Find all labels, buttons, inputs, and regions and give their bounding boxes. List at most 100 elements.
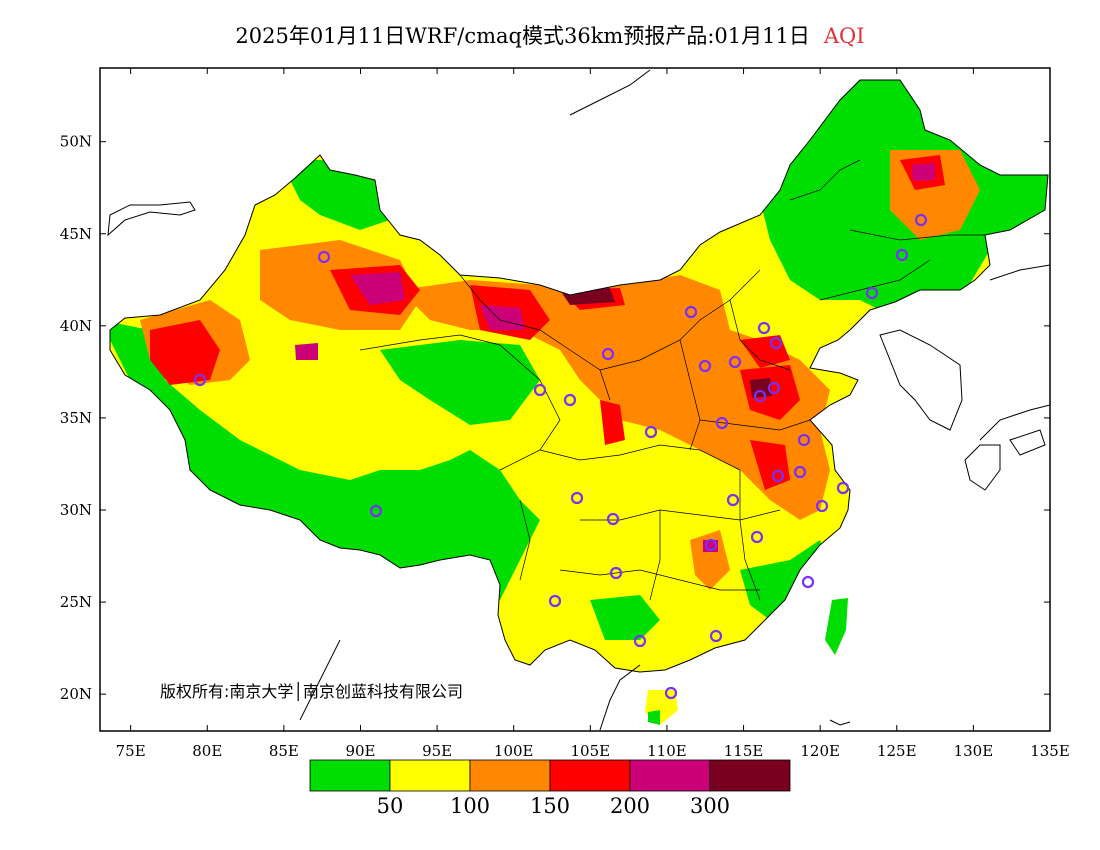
neighbour-coastlines — [107, 69, 1050, 731]
legend-swatch — [469, 759, 551, 792]
aqi-zone-anhui-red — [750, 440, 790, 490]
map-title: 2025年01月11日WRF/cmaq模式36km预报产品:01月11日 AQI — [0, 20, 1100, 50]
vietnam-coast — [599, 664, 641, 731]
station-marker — [757, 321, 771, 335]
aqi-zone-qinghai-green — [380, 340, 540, 425]
x-tick-label: 130E — [954, 742, 994, 760]
station-markers — [193, 213, 928, 700]
x-axis: 75E 80E 85E 90E 95E 100E 105E 110E 115E 120E 125E 1… — [116, 68, 1070, 760]
station-marker — [698, 359, 712, 373]
station-marker — [664, 686, 678, 700]
russia-coast — [989, 264, 1050, 281]
station-marker — [533, 383, 547, 397]
station-marker — [726, 493, 740, 507]
aqi-zone-west-green — [110, 320, 540, 600]
station-marker — [753, 389, 767, 403]
legend-label: 50 — [377, 794, 404, 818]
x-tick-label: 105E — [571, 742, 611, 760]
legend-label: 200 — [610, 794, 650, 818]
boundary-hebei — [729, 299, 791, 371]
legend-swatch — [709, 759, 791, 792]
legend-label: 300 — [690, 794, 730, 818]
title-variable: AQI — [823, 24, 865, 48]
boundary-guizhou-hunan — [649, 510, 661, 601]
y-tick-label: 30N — [60, 501, 92, 519]
station-marker — [801, 575, 815, 589]
aqi-zone-urumqi-magenta — [350, 272, 405, 305]
station-marker — [728, 355, 742, 369]
japan-shikoku — [1009, 429, 1046, 456]
x-tick-label: 80E — [192, 742, 222, 760]
aqi-zone-korla-magenta — [295, 343, 318, 360]
luzon-coast — [829, 719, 851, 726]
y-tick-label: 20N — [60, 685, 92, 703]
station-marker — [633, 634, 647, 648]
lake-balkhash — [107, 201, 196, 237]
aqi-zone-guanzhong-red — [600, 400, 625, 445]
japan-honshu — [979, 404, 1050, 441]
lake-baikal — [569, 69, 651, 116]
boundary-yangtze — [580, 509, 781, 521]
station-marker — [704, 538, 718, 552]
station-marker — [865, 286, 879, 300]
boundary-liaoning — [819, 259, 931, 301]
aqi-zone-harbin-magenta — [912, 163, 935, 181]
station-marker — [715, 416, 729, 430]
boundary-yunnan — [519, 499, 531, 581]
station-marker — [606, 512, 620, 526]
station-marker — [771, 469, 785, 483]
boundary-qinghai — [359, 334, 561, 471]
station-marker — [609, 566, 623, 580]
hainan-south-green — [648, 710, 660, 725]
x-tick-label: 115E — [724, 742, 764, 760]
legend-swatch — [549, 759, 631, 792]
station-marker — [750, 530, 764, 544]
aqi-zone-hebei-red — [740, 335, 790, 368]
station-marker — [815, 499, 829, 513]
boundary-jiangxi — [739, 470, 761, 601]
station-marker — [836, 481, 850, 495]
x-tick-label: 75E — [116, 742, 146, 760]
station-marker — [684, 305, 698, 319]
station-marker — [895, 248, 909, 262]
station-marker — [570, 491, 584, 505]
boundary-jilin — [849, 229, 985, 241]
x-tick-label: 110E — [647, 742, 687, 760]
x-tick-label: 95E — [422, 742, 452, 760]
boundary-shanxi — [679, 339, 701, 451]
y-axis: 50N 45N 40N 35N 30N 25N 20N — [60, 133, 1050, 703]
x-tick-label: 90E — [345, 742, 375, 760]
province-boundaries — [359, 159, 985, 601]
station-marker — [644, 425, 658, 439]
station-marker — [601, 347, 615, 361]
legend-swatch — [389, 759, 471, 792]
station-marker — [548, 594, 562, 608]
y-tick-label: 45N — [60, 225, 92, 243]
korea-peninsula — [879, 329, 963, 431]
station-marker — [563, 393, 577, 407]
y-tick-label: 25N — [60, 593, 92, 611]
map-frame — [99, 67, 1051, 732]
taiwan-island — [825, 598, 848, 655]
station-marker — [797, 433, 811, 447]
x-tick-label: 135E — [1030, 742, 1070, 760]
aqi-zone-hunan-orange — [690, 530, 730, 590]
legend-label: 100 — [450, 794, 490, 818]
y-tick-label: 40N — [60, 317, 92, 335]
china-border — [109, 79, 1049, 673]
aqi-zone-kashgar-red — [150, 320, 220, 385]
station-marker — [769, 336, 783, 350]
station-marker — [193, 373, 207, 387]
x-tick-label: 125E — [877, 742, 917, 760]
aqi-zone-altai-green — [280, 160, 390, 230]
legend-label: 150 — [530, 794, 570, 818]
x-tick-label: 100E — [494, 742, 534, 760]
boundary-inner-mongolia — [599, 269, 761, 371]
station-marker — [317, 250, 331, 264]
legend-swatch — [309, 759, 391, 792]
copyright-text: 版权所有:南京大学│南京创蓝科技有限公司 — [160, 681, 463, 701]
aqi-zone-central-orange — [400, 275, 830, 520]
x-tick-label: 85E — [269, 742, 299, 760]
title-text: 2025年01月11日WRF/cmaq模式36km预报产品:01月11日 — [235, 24, 810, 48]
